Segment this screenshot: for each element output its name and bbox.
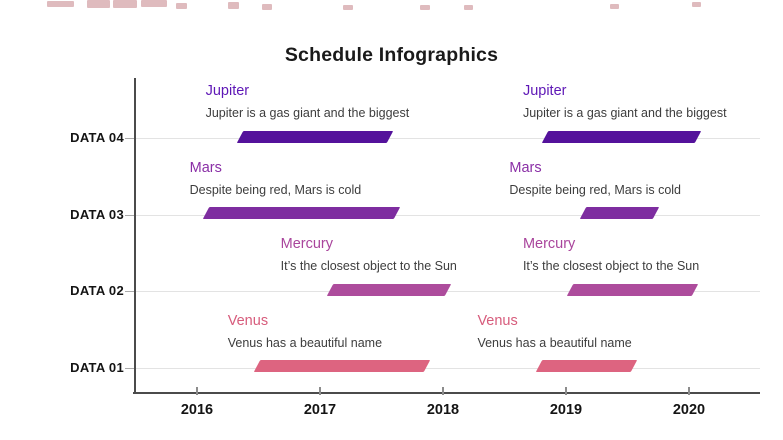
planet-label: Mars xyxy=(189,159,222,176)
gantt-bar xyxy=(541,130,701,143)
planet-label: Jupiter xyxy=(522,83,567,99)
row-gridline xyxy=(136,291,760,293)
planet-description: Jupiter is a gas giant and the biggest xyxy=(522,106,727,120)
row-axis-tick xyxy=(125,291,134,293)
year-axis-tick xyxy=(196,387,198,395)
planet-label: Venus xyxy=(477,312,518,329)
planet-description: Venus has a beautiful name xyxy=(477,335,632,350)
top-edge-artifact xyxy=(228,2,239,9)
row-gridline xyxy=(136,367,760,369)
planet-description: Despite being red, Mars is cold xyxy=(189,182,362,197)
page-title: Schedule Infographics xyxy=(284,44,499,66)
year-axis-tick xyxy=(319,387,321,395)
x-axis-line xyxy=(133,392,760,395)
y-axis-line xyxy=(133,78,136,394)
planet-label: Mars xyxy=(509,159,542,176)
planet-description: It’s the closest object to the Sun xyxy=(280,259,457,273)
top-edge-artifact xyxy=(343,5,353,10)
planet-description: Jupiter is a gas giant and the biggest xyxy=(205,106,410,120)
top-edge-artifact xyxy=(87,0,110,8)
gantt-bar xyxy=(326,283,452,296)
top-edge-artifact xyxy=(610,4,619,9)
top-edge-artifact xyxy=(262,4,272,10)
row-axis-tick xyxy=(125,367,134,369)
planet-description: It’s the closest object to the Sun xyxy=(522,259,700,273)
row-axis-tick xyxy=(125,214,134,216)
year-label: 2018 xyxy=(426,402,460,418)
year-label: 2020 xyxy=(672,402,706,418)
top-edge-artifact xyxy=(420,5,430,10)
top-edge-artifact xyxy=(141,0,167,7)
top-edge-artifact xyxy=(176,3,187,9)
year-axis-tick xyxy=(688,387,690,395)
planet-label: Jupiter xyxy=(205,83,250,99)
row-label: DATA 04 xyxy=(70,130,124,145)
row-label: DATA 02 xyxy=(70,283,124,298)
top-edge-artifact xyxy=(47,1,74,7)
row-label: DATA 03 xyxy=(70,206,124,222)
year-axis-tick xyxy=(565,387,567,395)
planet-label: Venus xyxy=(227,312,269,329)
top-edge-artifact xyxy=(692,2,701,7)
planet-description: Venus has a beautiful name xyxy=(227,335,383,350)
planet-description: Despite being red, Mars is cold xyxy=(509,182,682,197)
row-gridline xyxy=(136,214,760,216)
top-edge-artifact xyxy=(464,5,473,10)
planet-label: Mercury xyxy=(280,236,333,252)
top-edge-artifact xyxy=(113,0,137,8)
gantt-bar xyxy=(566,283,699,296)
year-label: 2016 xyxy=(180,402,214,418)
row-axis-tick xyxy=(125,138,134,140)
year-axis-tick xyxy=(442,387,444,395)
row-gridline xyxy=(136,138,760,140)
gantt-bar xyxy=(535,360,637,372)
gantt-bar xyxy=(236,130,394,143)
gantt-bar xyxy=(202,207,400,219)
gantt-bar xyxy=(254,360,431,372)
gantt-bar xyxy=(580,207,659,219)
year-label: 2017 xyxy=(303,402,337,418)
year-label: 2019 xyxy=(549,402,583,418)
row-label: DATA 01 xyxy=(70,359,124,375)
planet-label: Mercury xyxy=(522,236,576,252)
